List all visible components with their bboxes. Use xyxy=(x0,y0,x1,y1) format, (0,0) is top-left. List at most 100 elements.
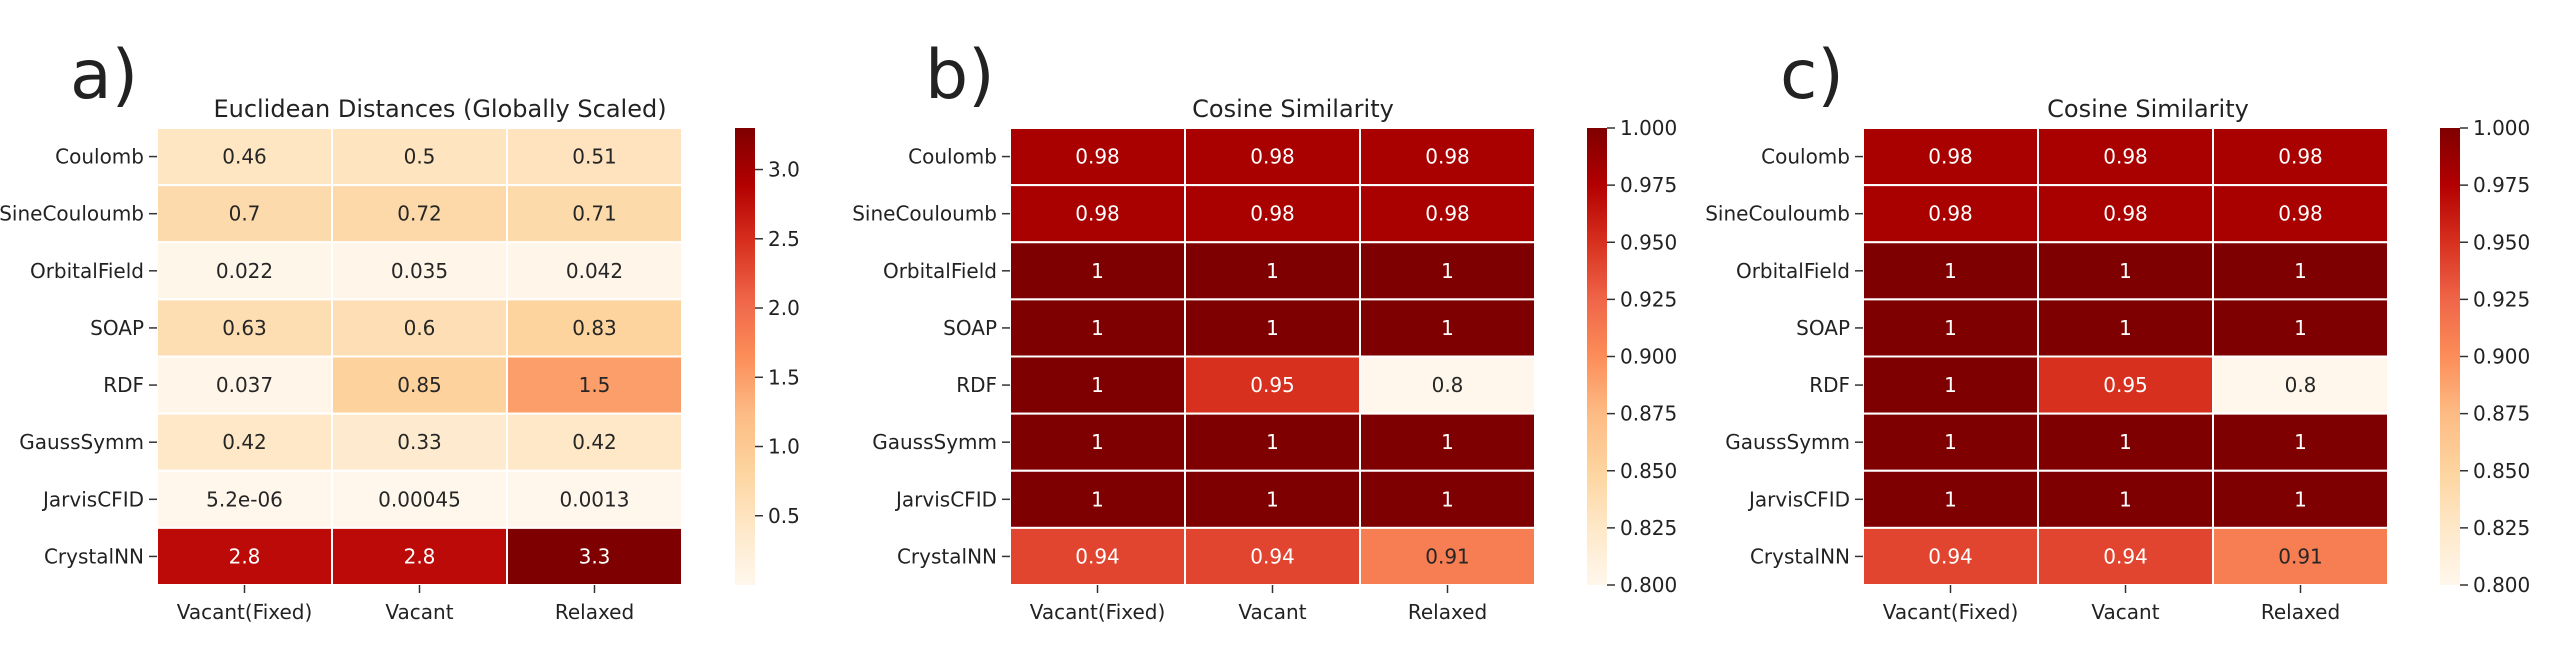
heatmap-cell xyxy=(1009,127,1186,187)
heatmap-cell xyxy=(1009,184,1186,244)
heatmap-cell xyxy=(1359,127,1536,187)
colorbar-c: 0.800 0.825 0.850 0.875 0.900 0.925 0.950 0.975… xyxy=(2440,116,2530,597)
colorbar-a: 0.5 1.0 1.5 2.0 2.5 3.0 xyxy=(735,128,800,585)
heatmap-cell xyxy=(331,298,508,358)
row-label: SOAP xyxy=(90,316,144,340)
row-label: JarvisCFID xyxy=(41,487,144,511)
cell-value-label: 1 xyxy=(1944,373,1957,397)
heatmap-cell xyxy=(1184,526,1361,586)
heatmap-cell xyxy=(1359,412,1536,472)
cell-value-label: 1 xyxy=(2294,487,2307,511)
cell-value-label: 1 xyxy=(2119,259,2132,283)
heatmap-cell xyxy=(1184,184,1361,244)
colorbar-tick-label: 0.925 xyxy=(1620,287,1677,311)
heatmap-cell xyxy=(506,241,683,301)
cell-value-label: 0.98 xyxy=(2103,202,2148,226)
colorbar-tick-label: 0.975 xyxy=(2473,173,2530,197)
heatmap-cell xyxy=(2212,412,2389,472)
column-labels-c: Vacant(Fixed) Vacant Relaxed xyxy=(1883,585,2340,624)
cell-value-label: 0.0013 xyxy=(560,487,630,511)
column-label: Vacant xyxy=(1238,600,1306,624)
cell-value-label: 0.95 xyxy=(1250,373,1295,397)
chart-title-a: Euclidean Distances (Globally Scaled) xyxy=(213,95,666,123)
colorbar-tick-label: 0.925 xyxy=(2473,287,2530,311)
cell-value-label: 0.91 xyxy=(2278,544,2323,568)
cell-value-label: 1 xyxy=(1091,430,1104,454)
colorbar-ticks-a: 0.5 1.0 1.5 2.0 2.5 3.0 xyxy=(755,158,800,528)
heatmap-cell xyxy=(156,184,333,244)
cell-value-label: 0.95 xyxy=(2103,373,2148,397)
heatmap-panel-a: a) Euclidean Distances (Globally Scaled)… xyxy=(0,36,800,624)
heatmap-cell xyxy=(506,526,683,586)
row-label: RDF xyxy=(103,373,144,397)
column-label: Relaxed xyxy=(1408,600,1487,624)
cell-value-label: 1 xyxy=(2119,487,2132,511)
cell-value-label: 0.98 xyxy=(1075,202,1120,226)
cell-value-label: 0.8 xyxy=(1432,373,1464,397)
column-labels-b: Vacant(Fixed) Vacant Relaxed xyxy=(1030,585,1487,624)
colorbar-tick-label: 0.800 xyxy=(1620,573,1677,597)
heatmap-cell xyxy=(1359,469,1536,529)
colorbar-tick-label: 1.0 xyxy=(768,435,800,459)
colorbar-gradient-c xyxy=(2440,128,2460,585)
heatmap-cell xyxy=(2212,298,2389,358)
colorbar-tick-label: 2.5 xyxy=(768,227,800,251)
colorbar-tick-label: 0.950 xyxy=(1620,230,1677,254)
heatmap-cell xyxy=(2212,526,2389,586)
colorbar-tick-label: 0.825 xyxy=(2473,516,2530,540)
cell-value-label: 0.98 xyxy=(1250,145,1295,169)
cell-value-label: 1 xyxy=(1266,430,1279,454)
row-label: RDF xyxy=(956,373,997,397)
column-labels-a: Vacant(Fixed) Vacant Relaxed xyxy=(177,585,634,624)
column-label: Vacant(Fixed) xyxy=(1883,600,2019,624)
cell-value-label: 1 xyxy=(1441,259,1454,283)
cell-value-label: 0.42 xyxy=(222,430,267,454)
cell-value-label: 0.98 xyxy=(1928,202,1973,226)
heatmap-cell xyxy=(1359,184,1536,244)
cell-value-label: 1 xyxy=(1944,316,1957,340)
cell-value-label: 0.98 xyxy=(1425,145,1470,169)
heatmap-cell xyxy=(2037,412,2214,472)
column-label: Vacant(Fixed) xyxy=(1030,600,1166,624)
row-labels-a: Coulomb SineCouloumb OrbitalField SOAP RDF Ga… xyxy=(0,145,157,568)
panel-label-c: c) xyxy=(1780,36,1844,115)
heatmap-cell xyxy=(1184,241,1361,301)
heatmap-cell xyxy=(2212,184,2389,244)
row-label: OrbitalField xyxy=(30,259,144,283)
heatmap-cell xyxy=(2037,184,2214,244)
heatmap-cell xyxy=(1184,469,1361,529)
row-label: SineCouloumb xyxy=(852,202,997,226)
cell-value-label: 0.98 xyxy=(1425,202,1470,226)
heatmap-panel-c: c) Cosine Similarity 0.98 0.98 0.980.98 0.9… xyxy=(1705,36,2530,624)
heatmap-cell xyxy=(1009,355,1186,415)
cell-value-label: 0.33 xyxy=(397,430,442,454)
cell-value-label: 1 xyxy=(1266,259,1279,283)
cell-value-label: 0.022 xyxy=(216,259,273,283)
cell-value-label: 0.6 xyxy=(404,316,436,340)
cell-value-label: 0.98 xyxy=(2278,202,2323,226)
colorbar-tick-label: 0.850 xyxy=(2473,459,2530,483)
heatmap-cell xyxy=(331,526,508,586)
colorbar-tick-label: 0.900 xyxy=(1620,345,1677,369)
cell-value-label: 0.46 xyxy=(222,145,267,169)
cell-value-label: 0.94 xyxy=(1075,544,1120,568)
heatmap-cells-b: 0.98 0.98 0.98 0.98 0.98 0.98 1 1 1 1 1 1 1 0.95 0.8 1 1… xyxy=(1009,127,1536,586)
heatmap-cells-c: 0.98 0.98 0.98 0.98 0.98 0.98 1 1 1 1 1 1 1 0.95 0.8 1 1… xyxy=(1862,127,2389,586)
colorbar-tick-label: 0.975 xyxy=(1620,173,1677,197)
heatmap-cell xyxy=(1862,127,2039,187)
cell-value-label: 1 xyxy=(1944,259,1957,283)
cell-value-label: 0.63 xyxy=(222,316,267,340)
row-label: GaussSymm xyxy=(19,430,144,454)
cell-value-label: 0.8 xyxy=(2285,373,2317,397)
row-label: GaussSymm xyxy=(872,430,997,454)
panel-label-b: b) xyxy=(925,36,995,115)
heatmap-cell xyxy=(2037,298,2214,358)
column-label: Vacant xyxy=(2091,600,2159,624)
colorbar-tick-label: 1.000 xyxy=(2473,116,2530,140)
colorbar-tick-label: 0.875 xyxy=(1620,402,1677,426)
cell-value-label: 0.98 xyxy=(2103,145,2148,169)
cell-value-label: 0.51 xyxy=(572,145,617,169)
heatmap-cell xyxy=(331,412,508,472)
cell-value-label: 1.5 xyxy=(579,373,611,397)
